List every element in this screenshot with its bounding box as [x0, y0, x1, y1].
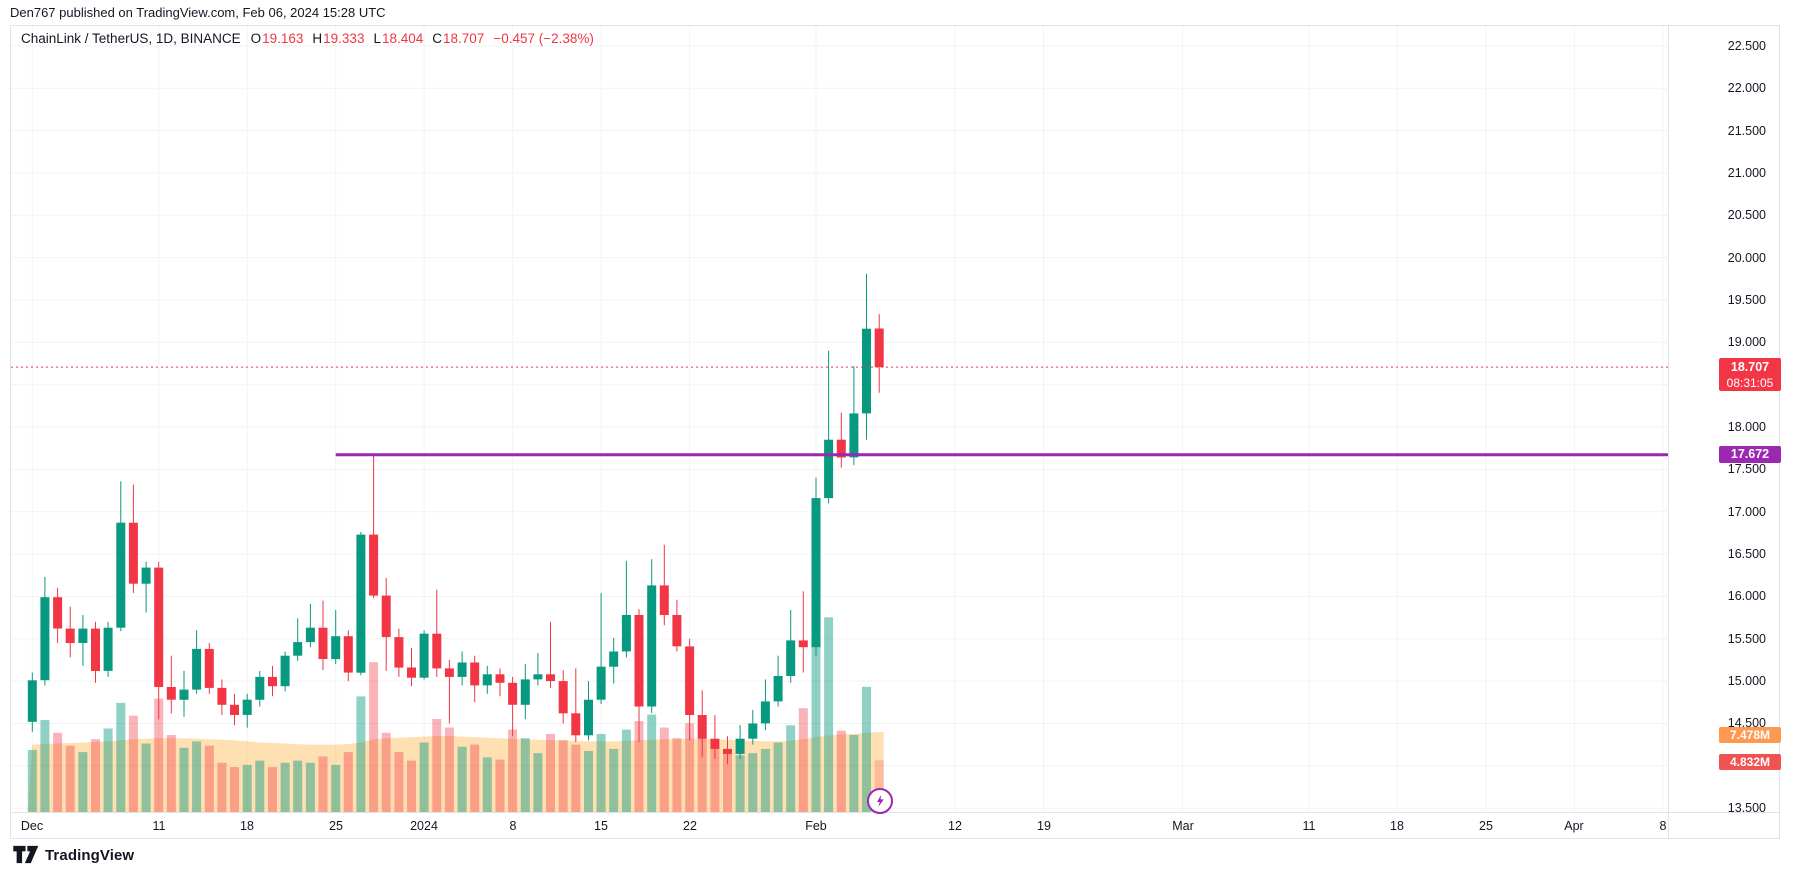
price-tick-label: 15.000 [1727, 674, 1766, 688]
change-value: −0.457 (−2.38%) [493, 31, 594, 46]
price-tick-label: 20.500 [1727, 208, 1766, 222]
price-tick-label: 14.500 [1727, 716, 1766, 730]
time-tick-label: 18 [1390, 819, 1404, 833]
high-label: H [312, 31, 323, 46]
lightning-bolt-icon [877, 795, 884, 807]
time-tick-label: 11 [152, 819, 166, 833]
tradingview-mark-icon [13, 845, 39, 864]
flash-icon[interactable] [867, 788, 893, 814]
candlestick-chart[interactable] [10, 25, 1780, 839]
time-tick-label: 18 [240, 819, 254, 833]
time-tick-label: 19 [1037, 819, 1051, 833]
price-tick-label: 22.500 [1727, 39, 1766, 53]
price-tick-label: 17.000 [1727, 505, 1766, 519]
volume-ma-area [27, 732, 884, 812]
price-tick-label: 15.500 [1727, 632, 1766, 646]
volume-label: 4.832M [1719, 754, 1781, 770]
time-tick-label: 2024 [410, 819, 438, 833]
candles [27, 273, 884, 765]
price-tick-label: 13.500 [1727, 801, 1766, 815]
price-tick-label: 18.000 [1727, 420, 1766, 434]
close-value: 18.707 [443, 31, 485, 46]
price-tick-label: 21.000 [1727, 166, 1766, 180]
time-tick-label: 8 [509, 819, 517, 833]
price-tick-label: 22.000 [1727, 81, 1766, 95]
last-price-label: 18.707 08:31:05 [1719, 358, 1781, 391]
time-tick-label: Mar [1172, 819, 1194, 833]
price-tick-label: 16.000 [1727, 589, 1766, 603]
time-tick-label: Feb [805, 819, 827, 833]
chart-borders [10, 25, 1780, 839]
last-price-value: 18.707 [1730, 360, 1770, 374]
price-tick-label: 19.000 [1727, 335, 1766, 349]
price-tick-label: 19.500 [1727, 293, 1766, 307]
time-tick-label: 12 [948, 819, 962, 833]
price-tick-label: 17.500 [1727, 462, 1766, 476]
open-label: O [250, 31, 262, 46]
volume-bars [27, 617, 884, 812]
vertical-gridlines [31, 25, 1664, 812]
high-value: 19.333 [323, 31, 365, 46]
time-tick-label: 11 [1302, 819, 1316, 833]
time-tick-label: 25 [1479, 819, 1493, 833]
price-tick-label: 21.500 [1727, 124, 1766, 138]
low-label: L [373, 31, 381, 46]
tradingview-logo[interactable]: TradingView [13, 845, 134, 865]
time-tick-label: 8 [1659, 819, 1667, 833]
support-line-label: 17.672 [1719, 446, 1781, 463]
chart-widget: ChainLink / TetherUS, 1D, BINANCE O19.163… [10, 25, 1781, 839]
time-tick-label: Apr [1564, 819, 1584, 833]
horizontal-gridlines [10, 45, 1668, 809]
time-tick-label: 22 [683, 819, 697, 833]
price-tick-label: 16.500 [1727, 547, 1766, 561]
bar-countdown: 08:31:05 [1726, 376, 1774, 390]
price-tick-label: 20.000 [1727, 251, 1766, 265]
close-label: C [432, 31, 443, 46]
low-value: 18.404 [381, 31, 424, 46]
time-tick-label: 25 [329, 819, 343, 833]
attribution-text: Den767 published on TradingView.com, Feb… [10, 5, 386, 20]
time-tick-label: Dec [20, 819, 44, 833]
volume-ma-label: 7.478M [1719, 727, 1781, 743]
time-tick-label: 15 [594, 819, 608, 833]
open-value: 19.163 [262, 31, 304, 46]
symbol-title: ChainLink / TetherUS, 1D, BINANCE [21, 31, 241, 46]
tradingview-logo-text: TradingView [45, 846, 135, 864]
symbol-legend: ChainLink / TetherUS, 1D, BINANCE O19.163… [21, 31, 598, 46]
